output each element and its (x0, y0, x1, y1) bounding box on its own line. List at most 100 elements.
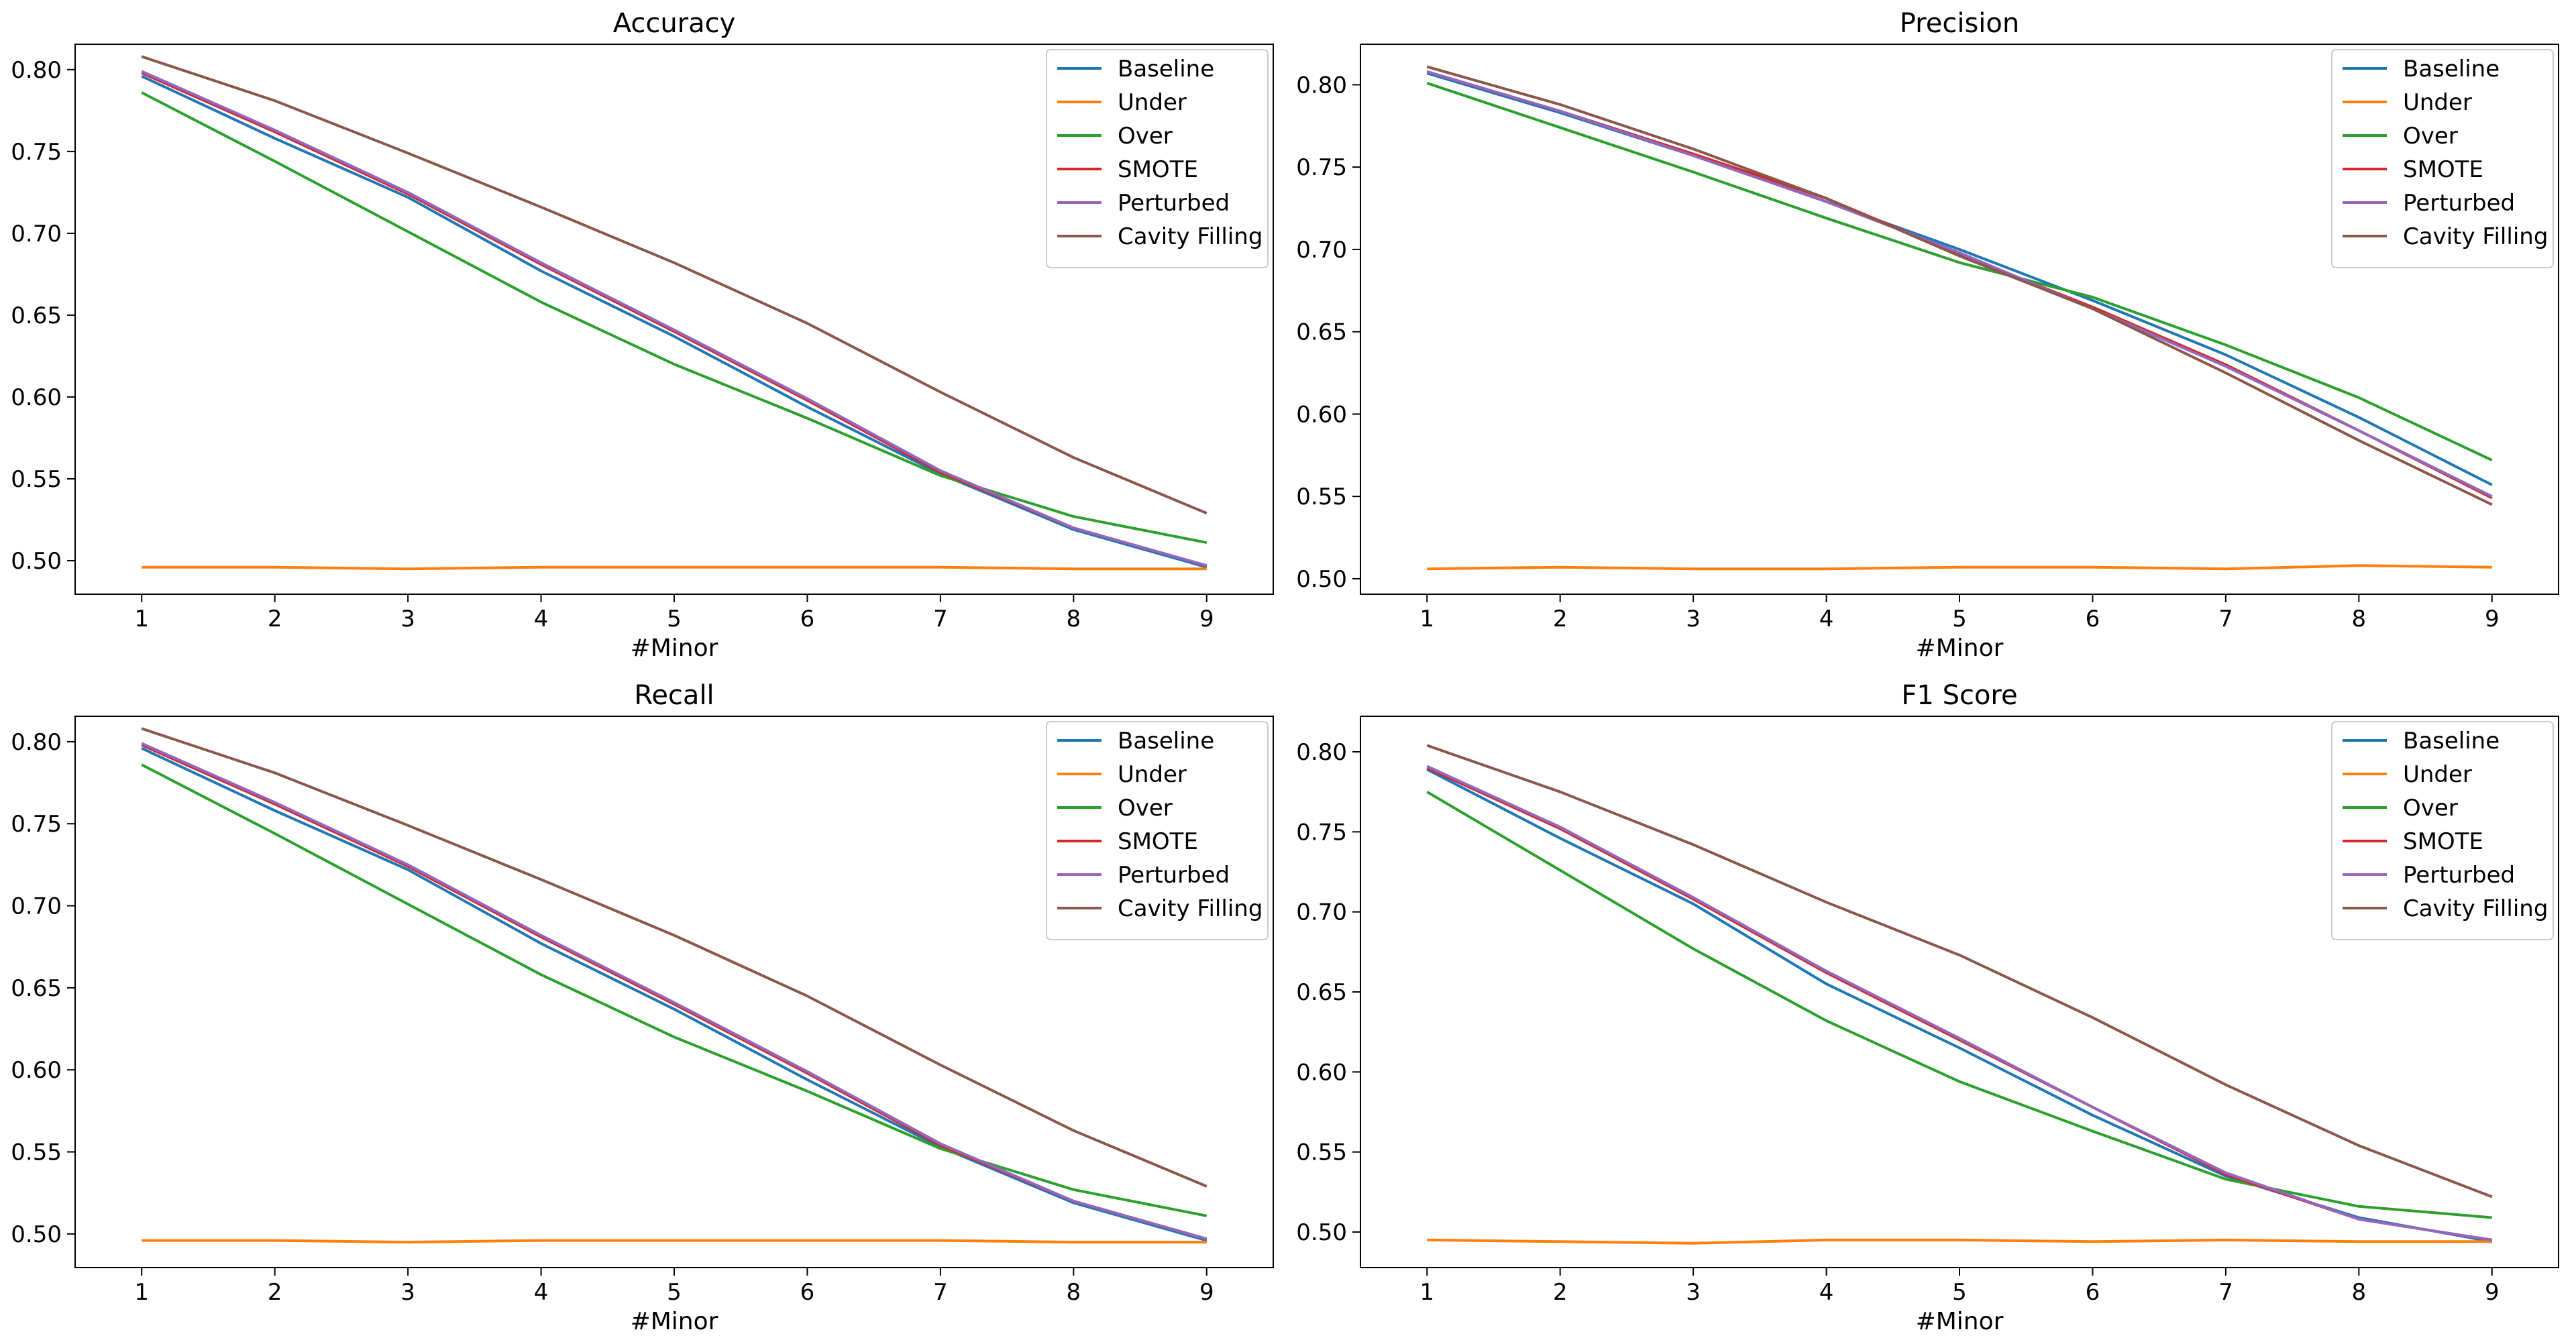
chart0-series-line-cavity-filling (141, 55, 1208, 515)
chart1-legend-label-baseline: Baseline (2403, 56, 2500, 82)
chart3-series-line-cavity-filling (1426, 744, 2493, 1198)
chart3-legend-box (2331, 721, 2554, 940)
chart0-y-tick-label: 0.75 (11, 139, 62, 166)
chart0-x-tick-label: 9 (1199, 606, 1214, 632)
chart3-series-line-under (1427, 1238, 2492, 1245)
chart3-legend-label-cavity-filling: Cavity Filling (2403, 895, 2548, 922)
chart3-x-tick-label: 9 (2485, 1279, 2500, 1306)
chart0-x-tick-label: 4 (534, 606, 549, 632)
chart2-x-tick-label: 5 (667, 1279, 682, 1306)
chart1-y-tick-label: 0.75 (1296, 154, 1347, 181)
chart2-legend-label-under: Under (1118, 761, 1187, 788)
chart0-legend-label-cavity-filling: Cavity Filling (1118, 223, 1263, 250)
chart1-legend-label-under: Under (2403, 89, 2472, 116)
chart2-x-tick-label: 9 (1199, 1279, 1214, 1306)
chart2-x-tick-label: 3 (400, 1279, 415, 1306)
chart1-y-tick-label: 0.70 (1296, 237, 1347, 264)
chart0-x-axis-label: #Minor (631, 634, 718, 662)
chart1-legend: Baseline Under Over SMOTE Perturbed Cavity Fi… (2331, 49, 2554, 268)
chart3-x-tick-label: 1 (1419, 1279, 1434, 1306)
chart1-x-tick-label: 8 (2352, 606, 2367, 632)
chart0-series-line-perturbed (141, 70, 1208, 567)
chart2-y-tick-label: 0.70 (11, 893, 62, 920)
chart2-y-tick-label: 0.60 (11, 1057, 62, 1084)
chart2-x-tick-label: 8 (1067, 1279, 1081, 1306)
chart2-series-line-cavity-filling (141, 727, 1208, 1188)
chart2-x-tick-label: 7 (933, 1279, 948, 1306)
chart0-series-line-under (142, 565, 1207, 571)
chart0-series-line-baseline (141, 74, 1208, 569)
chart3-legend: Baseline Under Over SMOTE Perturbed Cavity Fi… (2331, 721, 2554, 940)
chart1-x-tick-label: 5 (1952, 606, 1967, 632)
chart1-y-tick-label: 0.50 (1296, 566, 1347, 593)
chart0-legend-label-perturbed: Perturbed (1118, 190, 1230, 217)
chart3-y-tick-label: 0.60 (1296, 1059, 1347, 1086)
chart1-series-line-under (1427, 564, 2492, 571)
chart3-title: F1 Score (1901, 680, 2017, 711)
chart2-legend-label-cavity-filling: Cavity Filling (1118, 895, 1263, 922)
chart3-legend-label-under: Under (2403, 761, 2472, 788)
chart2-series-line-perturbed (141, 742, 1208, 1241)
chart0-legend-label-under: Under (1118, 89, 1187, 116)
chart1-x-tick-label: 4 (1819, 606, 1834, 632)
chart0-title: Accuracy (613, 8, 736, 39)
chart3-legend-label-over: Over (2403, 795, 2458, 822)
chart3-legend-label-smote: SMOTE (2403, 828, 2483, 855)
chart1-series-line-over (1426, 82, 2493, 462)
chart0-x-tick-label: 1 (134, 606, 149, 632)
chart3-x-tick-label: 2 (1553, 1279, 1568, 1306)
chart1-y-tick-label: 0.60 (1296, 401, 1347, 428)
chart2-series-line-over (141, 763, 1208, 1217)
chart3-y-tick-label: 0.80 (1296, 739, 1347, 766)
chart0-legend-label-over: Over (1118, 123, 1173, 150)
chart3-series-line-over (1426, 790, 2492, 1219)
chart2-legend: Baseline Under Over SMOTE Perturbed Cavity Fi… (1046, 721, 1269, 940)
chart3-y-tick-label: 0.65 (1296, 979, 1347, 1006)
chart1-legend-label-over: Over (2403, 123, 2458, 150)
chart1-y-tick-label: 0.80 (1296, 72, 1347, 99)
chart1-x-tick-label: 1 (1419, 606, 1434, 632)
chart0-y-tick-label: 0.60 (11, 384, 62, 411)
chart2-x-tick-label: 6 (800, 1279, 815, 1306)
chart2-y-tick-label: 0.75 (11, 811, 62, 838)
chart2-legend-label-baseline: Baseline (1118, 728, 1214, 755)
chart1-legend-label-perturbed: Perturbed (2403, 190, 2515, 217)
chart2-y-tick-label: 0.65 (11, 975, 62, 1002)
chart2-series-line-baseline (141, 746, 1208, 1242)
chart0-legend-label-baseline: Baseline (1118, 56, 1214, 82)
chart1-x-tick-label: 7 (2218, 606, 2233, 632)
chart0-y-tick-label: 0.50 (11, 548, 62, 575)
chart3-x-tick-label: 5 (1952, 1279, 1967, 1306)
chart3-y-tick-label: 0.75 (1296, 819, 1347, 846)
chart3-x-tick-label: 8 (2352, 1279, 2367, 1306)
chart3-series-line-perturbed (1426, 765, 2493, 1241)
chart0-legend-label-smote: SMOTE (1118, 156, 1198, 183)
chart1-x-tick-label: 6 (2086, 606, 2100, 632)
chart3-x-axis-label: #Minor (1916, 1308, 2004, 1335)
chart0-y-tick-label: 0.70 (11, 221, 62, 247)
chart1-x-tick-label: 2 (1553, 606, 1568, 632)
chart2-legend-box (1046, 721, 1269, 940)
chart2-y-tick-label: 0.80 (11, 729, 62, 756)
chart1-series-line-perturbed (1426, 70, 2493, 498)
chart0-panel: Accuracy 1 2 3 4 5 6 7 8 9 0.50 0.55 0.60 0.65 0.70 0.7… (11, 8, 1274, 662)
chart3-x-tick-label: 6 (2086, 1279, 2100, 1306)
chart3-x-tick-label: 3 (1686, 1279, 1701, 1306)
chart0-y-tick-label: 0.65 (11, 302, 62, 329)
chart2-x-axis-label: #Minor (631, 1308, 718, 1335)
chart0-legend-box (1046, 49, 1269, 268)
chart1-y-tick-label: 0.55 (1296, 484, 1347, 510)
chart1-x-tick-label: 3 (1686, 606, 1701, 632)
chart0-x-tick-label: 5 (667, 606, 682, 632)
chart0-y-tick-label: 0.55 (11, 466, 62, 493)
chart0-legend: Baseline Under Over SMOTE Perturbed Cavity Fi… (1046, 49, 1269, 268)
chart0-x-tick-label: 7 (933, 606, 948, 632)
chart1-y-tick-label: 0.65 (1296, 319, 1347, 346)
chart1-x-tick-label: 9 (2485, 606, 2500, 632)
chart0-x-tick-label: 6 (800, 606, 815, 632)
chart2-x-tick-label: 4 (534, 1279, 549, 1306)
chart0-x-tick-label: 3 (400, 606, 415, 632)
chart2-title: Recall (634, 680, 714, 711)
